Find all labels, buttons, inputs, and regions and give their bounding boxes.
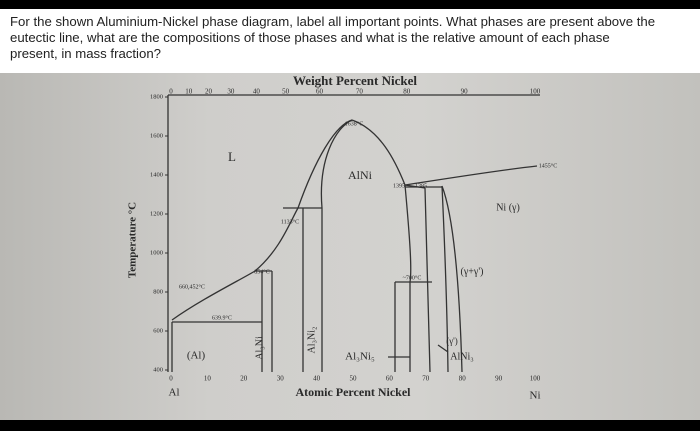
bottom-tick-label: 40 [313, 375, 321, 383]
top-tick-label: 0 [169, 88, 173, 96]
bottom-tick-label: 0 [169, 375, 173, 383]
phase-label: Al₃Ni [254, 336, 265, 360]
bottom-axis-title: Atomic Percent Nickel [295, 385, 411, 399]
y-tick-label: 1600 [150, 132, 163, 139]
top-tick-label: 30 [227, 88, 235, 96]
top-tick-label: 80 [403, 88, 411, 96]
liquidus [404, 165, 538, 186]
bottom-tick-label: 10 [204, 375, 212, 383]
phase-label: L [228, 149, 236, 164]
top-tick-label: 70 [356, 88, 364, 96]
bottom-tick-label: 80 [459, 375, 467, 383]
phase-lines [167, 94, 540, 373]
bottom-tick-label: 20 [240, 375, 248, 383]
phase-label: 1133°C [281, 218, 299, 225]
phase-label: AlNi₃ [450, 351, 474, 362]
phase-label: Al₃Ni₅ [345, 351, 375, 363]
y-tick-label: 1800 [150, 93, 163, 100]
pointer [388, 344, 449, 358]
phase-label: 1638°C [345, 120, 363, 127]
y-tick-label: 400 [153, 366, 163, 373]
question-text: For the shown Aluminium-Nickel phase dia… [10, 14, 656, 61]
phase-label: (γ') [446, 336, 458, 346]
y-tick-label: 1000 [150, 249, 163, 256]
bottom-tick-label: 60 [386, 375, 394, 383]
phase-boundary [172, 207, 323, 372]
bottom-tick-label: 50 [350, 375, 358, 383]
bottom-tick-label: 100 [530, 375, 541, 383]
end-label: Al [169, 387, 180, 399]
phase-label: AlNi [348, 168, 373, 182]
photo [0, 73, 700, 420]
liquidus [351, 119, 426, 189]
phase-label: (γ+γ') [461, 266, 484, 277]
top-axis-title: Weight Percent Nickel [293, 73, 417, 88]
top-tick-label: 100 [530, 88, 541, 96]
bottom-tick-label: 70 [422, 375, 430, 383]
y-tick-label: 800 [153, 288, 163, 295]
phase-label: Al₃Ni₂ [306, 327, 317, 354]
y-axis-title: Temperature °C [127, 202, 139, 278]
y-tick-label: 1400 [150, 171, 163, 178]
top-tick-label: 40 [253, 88, 261, 96]
question-panel: For the shown Aluminium-Nickel phase dia… [0, 9, 700, 73]
phase-label: (Al) [187, 350, 206, 362]
phase-label: 1385 [415, 183, 427, 189]
phase-boundary [320, 119, 442, 372]
phase-label: Ni (γ) [496, 202, 520, 213]
bottom-tick-label: 90 [495, 375, 503, 383]
top-tick-label: 90 [461, 88, 469, 96]
bottom-tick-label: 30 [277, 375, 285, 383]
y-tick-label: 600 [153, 327, 163, 334]
phase-label: 1395 [393, 183, 405, 189]
phase-boundary [424, 185, 463, 373]
phase-label: 854°C [254, 268, 269, 275]
y-tick-label: 1200 [150, 210, 163, 217]
top-tick-label: 60 [316, 88, 324, 96]
phase-label: ~700°C [403, 274, 422, 281]
top-tick-label: 20 [205, 88, 213, 96]
phase-label: 1455°C [539, 162, 557, 169]
phase-label: 660,452°C [179, 283, 205, 290]
end-label: Ni [530, 390, 541, 402]
top-tick-label: 10 [185, 88, 193, 96]
top-tick-label: 50 [282, 88, 290, 96]
liquidus [171, 119, 353, 321]
phase-label: 639.9°C [212, 314, 232, 321]
